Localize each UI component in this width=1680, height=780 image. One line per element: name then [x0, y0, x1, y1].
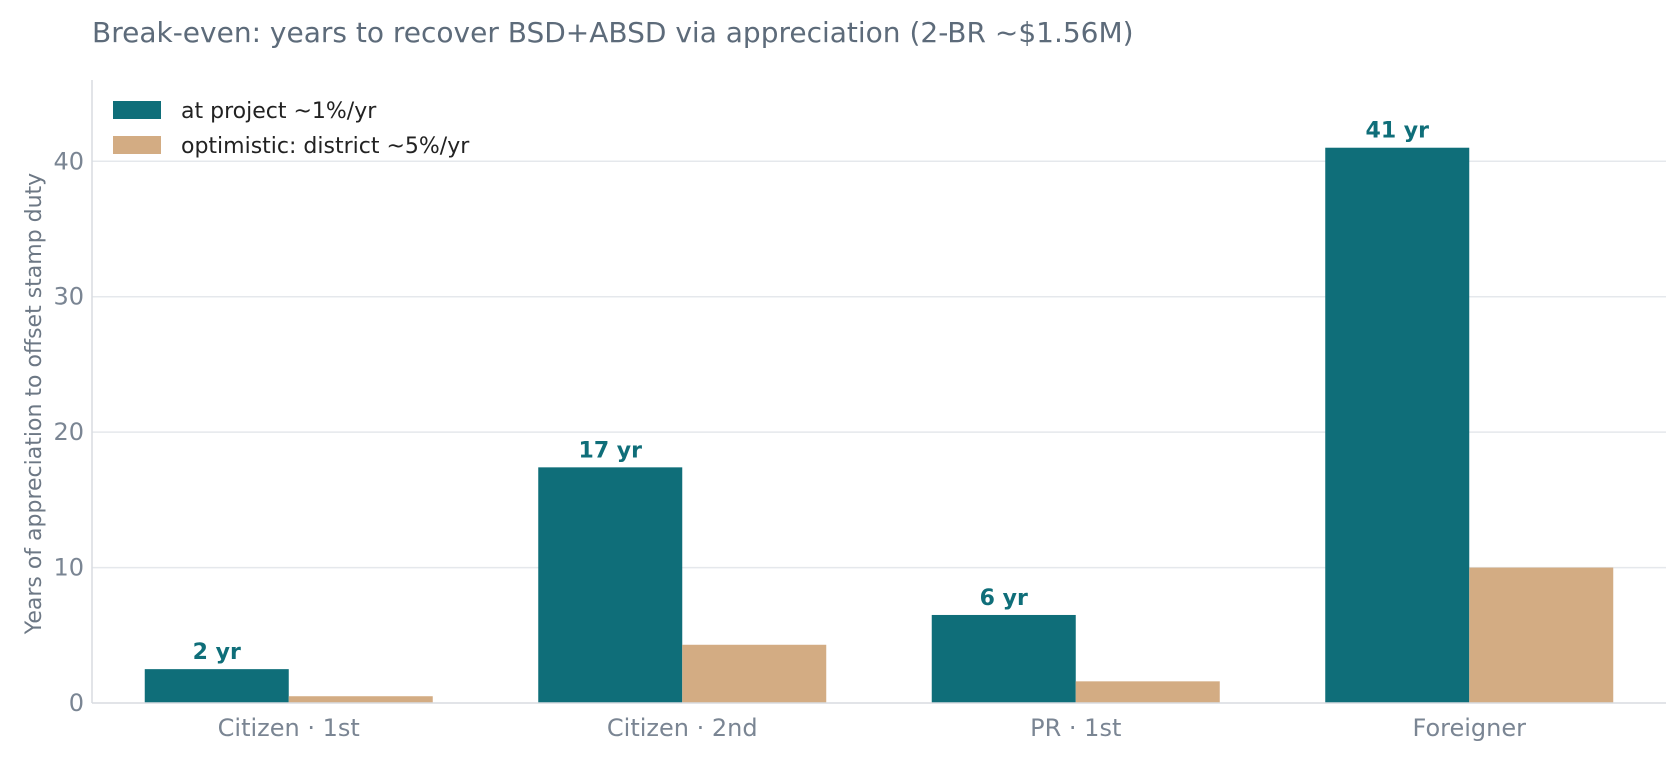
y-tick-label: 40 — [53, 147, 84, 175]
bar-district — [682, 644, 827, 703]
y-tick-label: 30 — [53, 283, 84, 311]
bar-district — [1469, 567, 1614, 703]
bar-value-label: 2 yr — [193, 640, 241, 665]
x-tick-label: Citizen · 1st — [218, 714, 360, 742]
x-tick-label: Foreigner — [1413, 714, 1527, 742]
legend-swatch — [113, 101, 161, 119]
legend-label: optimistic: district ~5%/yr — [181, 134, 470, 159]
bar-project — [1325, 147, 1470, 703]
axes — [91, 80, 1666, 704]
bar-value-label: 17 yr — [579, 438, 643, 463]
bar-project — [538, 467, 683, 703]
bar-district — [1075, 681, 1220, 703]
x-tick-label: PR · 1st — [1030, 714, 1121, 742]
y-tick-label: 10 — [53, 554, 84, 582]
legend-label: at project ~1%/yr — [181, 99, 377, 124]
legend: at project ~1%/yr optimistic: district ~5… — [113, 99, 470, 159]
bar-project — [931, 614, 1076, 703]
bars — [144, 147, 1614, 703]
y-tick-label: 20 — [53, 418, 84, 446]
y-axis-label: Years of appreciation to offset stamp du… — [22, 173, 47, 635]
bar-value-label: 6 yr — [980, 586, 1028, 611]
legend-swatch — [113, 136, 161, 154]
bar-value-label: 41 yr — [1366, 119, 1430, 144]
bar-district — [288, 696, 433, 703]
y-tick-label: 0 — [69, 689, 84, 717]
bar-project — [144, 669, 289, 703]
chart-title: Break-even: years to recover BSD+ABSD vi… — [92, 16, 1134, 49]
x-tick-label: Citizen · 2nd — [607, 714, 758, 742]
